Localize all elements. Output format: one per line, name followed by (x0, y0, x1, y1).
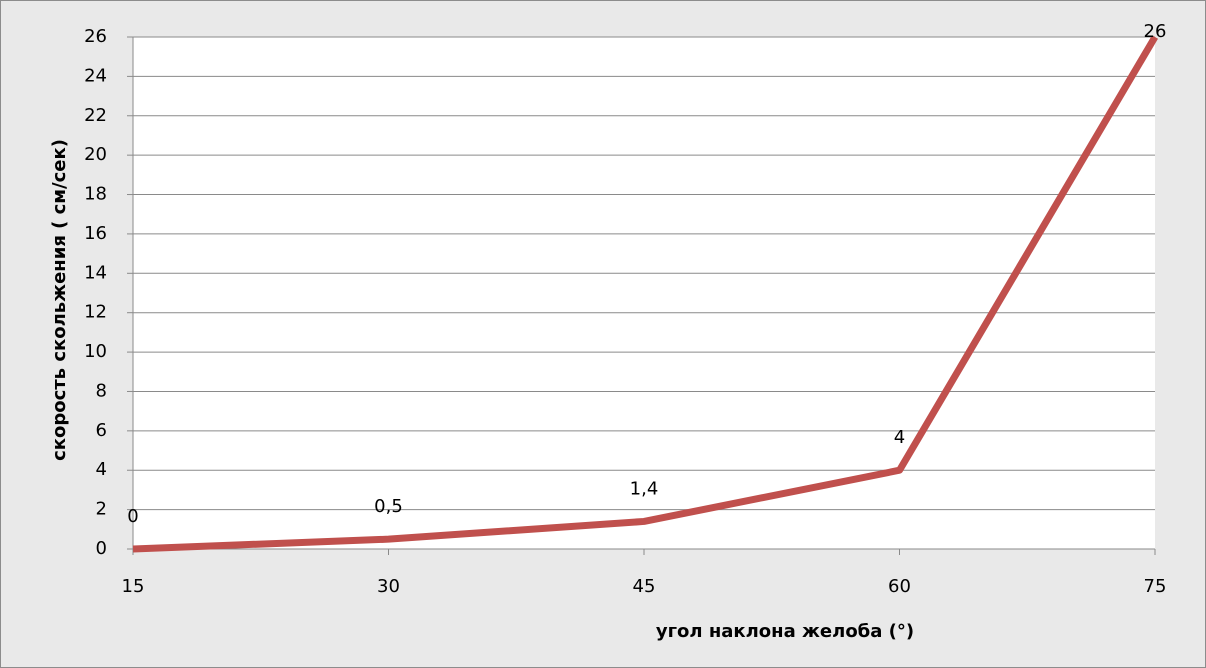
y-tick-label: 10 (84, 341, 107, 362)
data-label: 26 (1144, 21, 1167, 42)
y-tick-label: 0 (96, 538, 107, 559)
y-tick-label: 14 (84, 262, 107, 283)
x-axis-label: угол наклона желоба (°) (656, 621, 914, 642)
y-tick-label: 6 (96, 420, 107, 441)
y-tick-label: 18 (84, 184, 107, 205)
x-tick-label: 60 (888, 576, 911, 597)
y-axis-label: скорость скольжения ( см/сек) (49, 139, 70, 461)
y-tick-label: 22 (84, 105, 107, 126)
y-tick-label: 8 (96, 380, 107, 401)
data-label: 4 (894, 427, 905, 448)
data-label: 0 (127, 506, 138, 527)
y-tick-label: 20 (84, 144, 107, 165)
x-tick-label: 15 (122, 576, 145, 597)
y-tick-label: 24 (84, 65, 107, 86)
data-label: 0,5 (374, 496, 403, 517)
data-line (132, 35, 1159, 553)
y-tick-label: 12 (84, 302, 107, 323)
x-tick-label: 30 (377, 576, 400, 597)
y-tick-label: 16 (84, 223, 107, 244)
plot-area (133, 37, 1155, 549)
y-tick-label: 26 (84, 26, 107, 47)
x-tick-label: 45 (633, 576, 656, 597)
y-tick-label: 2 (96, 499, 107, 520)
y-tick-label: 4 (96, 459, 107, 480)
data-label: 1,4 (630, 478, 659, 499)
x-tick-label: 75 (1144, 576, 1167, 597)
